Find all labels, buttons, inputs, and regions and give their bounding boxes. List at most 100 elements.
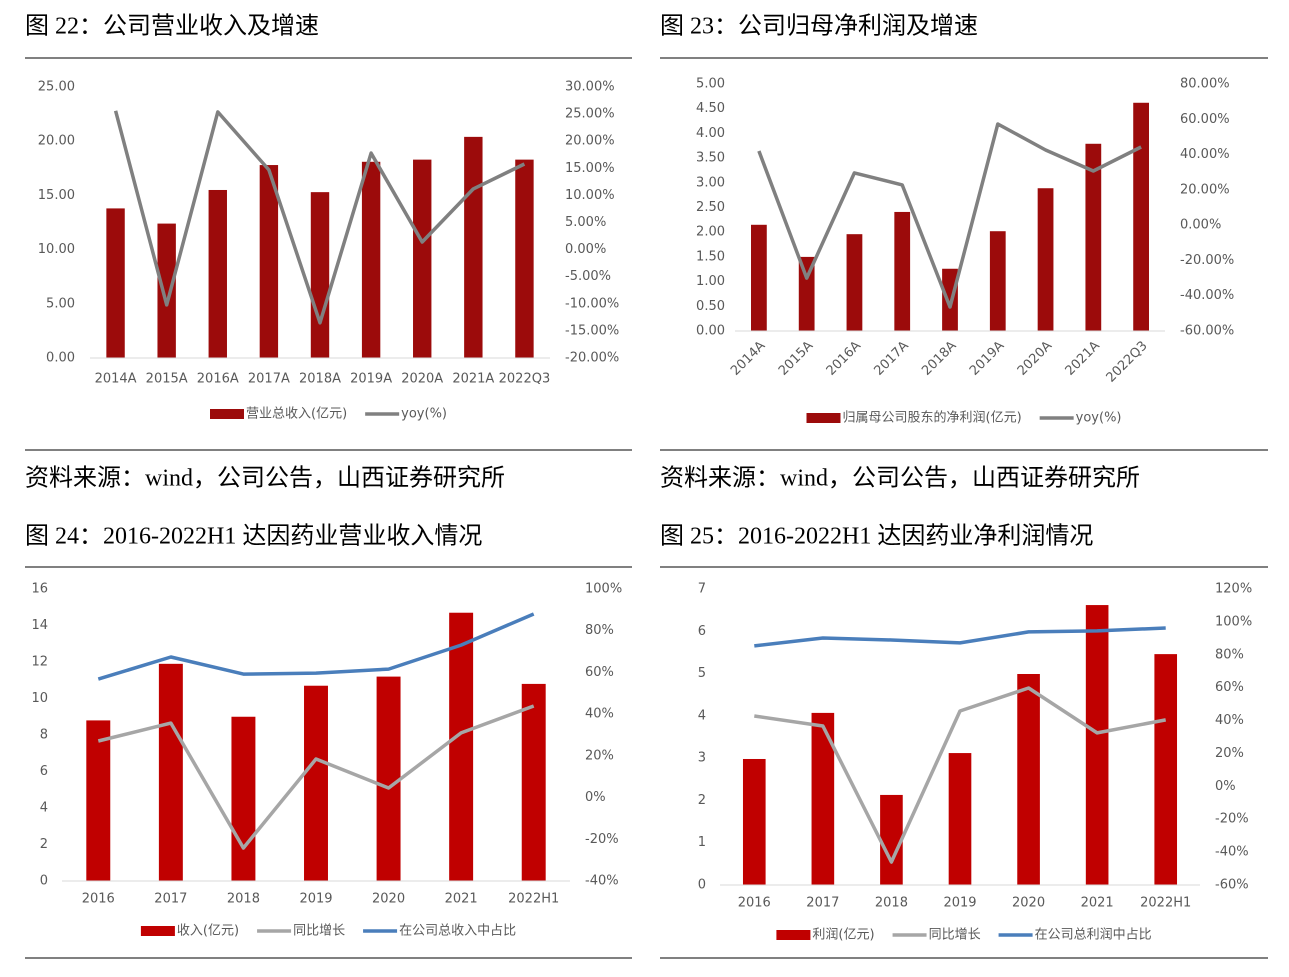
bar bbox=[880, 794, 903, 885]
y2-tick-label: -40% bbox=[585, 874, 619, 889]
y2-tick-label: -40.00% bbox=[1180, 288, 1234, 303]
x-tick-label: 2015A bbox=[776, 338, 816, 378]
y2-tick-label: 40.00% bbox=[1180, 147, 1230, 162]
y-tick-label: 2.50 bbox=[696, 200, 725, 215]
bar bbox=[751, 224, 767, 331]
y-tick-label: 14 bbox=[31, 618, 48, 633]
y-tick-label: 4.00 bbox=[696, 126, 725, 141]
x-tick-label: 2022H1 bbox=[1140, 896, 1191, 911]
bar bbox=[948, 753, 972, 885]
y-tick-label: 5.00 bbox=[696, 77, 725, 92]
y-tick-label: 3.50 bbox=[696, 151, 725, 166]
legend-label: 收入(亿元) bbox=[177, 924, 239, 939]
legend-swatch bbox=[140, 926, 175, 936]
y2-tick-label: 80% bbox=[585, 623, 614, 638]
bar bbox=[1037, 188, 1054, 331]
y-tick-label: 5 bbox=[698, 666, 706, 681]
y-tick-label: 1.50 bbox=[696, 249, 725, 264]
x-tick-label: 2015A bbox=[146, 372, 188, 387]
x-tick-label: 2019A bbox=[967, 338, 1007, 378]
y-tick-label: 3.00 bbox=[696, 175, 725, 190]
y2-tick-label: -60.00% bbox=[1180, 324, 1234, 339]
y2-tick-label: 120% bbox=[1215, 582, 1252, 597]
bar bbox=[464, 136, 483, 358]
y-tick-label: 0.00 bbox=[696, 324, 725, 339]
bar bbox=[521, 683, 546, 881]
bar bbox=[811, 712, 835, 885]
source: 资料来源：wind，公司公告，山西证券研究所 bbox=[25, 465, 505, 492]
legend-label: 在公司总利润中占比 bbox=[1035, 928, 1152, 943]
bar bbox=[259, 165, 279, 358]
x-tick-label: 2021A bbox=[452, 372, 494, 387]
x-tick-label: 2019 bbox=[943, 896, 976, 911]
y-tick-label: 6 bbox=[698, 624, 706, 639]
y2-tick-label: -15.00% bbox=[565, 323, 619, 338]
y2-tick-label: 40% bbox=[585, 707, 614, 722]
legend-label: 在公司总收入中占比 bbox=[399, 924, 516, 939]
line bbox=[754, 626, 1166, 648]
bar bbox=[846, 234, 863, 331]
source: 资料来源：wind，公司公告，山西证券研究所 bbox=[660, 465, 1140, 492]
y-tick-label: 8 bbox=[40, 728, 48, 743]
y-tick-label: 10.00 bbox=[38, 242, 75, 257]
y2-tick-label: -10.00% bbox=[565, 296, 619, 311]
y2-tick-label: -40% bbox=[1215, 845, 1249, 860]
y2-tick-label: 30.00% bbox=[565, 80, 615, 95]
y2-tick-label: 80% bbox=[1215, 647, 1244, 662]
bar bbox=[361, 161, 381, 358]
y-tick-label: 4 bbox=[40, 801, 48, 816]
x-tick-label: 2019A bbox=[350, 372, 392, 387]
line bbox=[97, 612, 535, 681]
y2-tick-label: 20.00% bbox=[1180, 182, 1230, 197]
y-tick-label: 12 bbox=[31, 655, 48, 670]
x-tick-label: 2021A bbox=[1063, 338, 1103, 378]
bar bbox=[1085, 143, 1102, 331]
y2-tick-label: 15.00% bbox=[565, 161, 615, 176]
bar bbox=[304, 685, 328, 881]
y2-tick-label: 60% bbox=[585, 665, 614, 680]
y2-tick-label: 80.00% bbox=[1180, 77, 1230, 92]
x-tick-label: 2020 bbox=[372, 892, 405, 907]
y2-tick-label: 0% bbox=[585, 790, 606, 805]
x-tick-label: 2018 bbox=[875, 896, 908, 911]
y2-tick-label: 10.00% bbox=[565, 188, 615, 203]
y-tick-label: 10 bbox=[31, 691, 48, 706]
bar bbox=[158, 663, 183, 881]
y2-tick-label: 60.00% bbox=[1180, 112, 1230, 127]
y2-tick-label: -60% bbox=[1215, 878, 1249, 893]
x-tick-label: 2018 bbox=[227, 892, 260, 907]
y-tick-label: 20.00 bbox=[38, 134, 75, 149]
x-tick-label: 2019 bbox=[299, 892, 332, 907]
y2-tick-label: 0.00% bbox=[1180, 218, 1221, 233]
legend-label: 同比增长 bbox=[293, 924, 345, 939]
legend-label: 归属母公司股东的净利润(亿元) bbox=[843, 410, 1022, 426]
y2-tick-label: -5.00% bbox=[565, 269, 611, 284]
y-tick-label: 2 bbox=[40, 837, 48, 852]
line bbox=[97, 704, 535, 850]
line bbox=[754, 686, 1167, 864]
x-tick-label: 2018A bbox=[919, 338, 959, 378]
legend-label: yoy(%) bbox=[401, 407, 447, 422]
legend-label: 同比增长 bbox=[929, 928, 981, 943]
x-tick-label: 2021 bbox=[445, 892, 478, 907]
x-tick-label: 2017 bbox=[154, 892, 187, 907]
x-tick-label: 2022Q3 bbox=[499, 372, 551, 387]
figure-title: 图 25：2016-2022H1 达因药业净利润情况 bbox=[660, 523, 1093, 550]
y-tick-label: 15.00 bbox=[38, 188, 75, 203]
x-tick-label: 2022Q3 bbox=[1104, 338, 1151, 385]
x-tick-label: 2017A bbox=[871, 338, 911, 378]
bar bbox=[894, 211, 911, 331]
y2-tick-label: 0.00% bbox=[565, 242, 606, 257]
y2-tick-label: 60% bbox=[1215, 680, 1244, 695]
x-tick-label: 2018A bbox=[299, 372, 341, 387]
y2-tick-label: 20% bbox=[585, 748, 614, 763]
bar bbox=[157, 223, 176, 358]
bar bbox=[310, 192, 330, 358]
y-tick-label: 2 bbox=[698, 793, 706, 808]
line bbox=[757, 122, 1142, 309]
x-tick-label: 2020A bbox=[401, 372, 443, 387]
bar bbox=[86, 720, 111, 881]
y2-tick-label: 20.00% bbox=[565, 134, 615, 149]
x-tick-label: 2020A bbox=[1015, 338, 1055, 378]
